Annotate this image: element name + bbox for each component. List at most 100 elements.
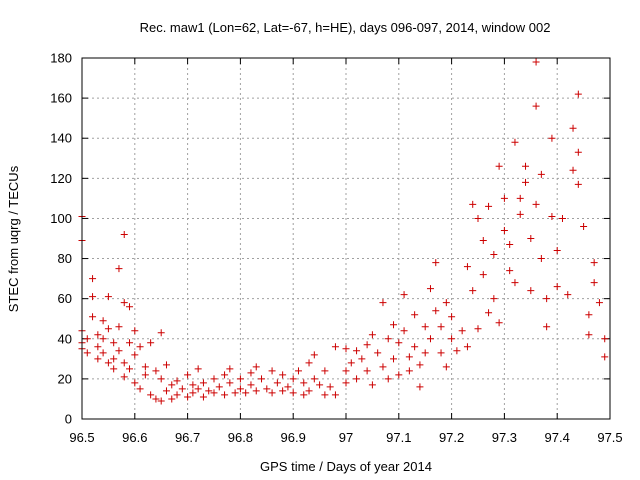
data-point: [168, 381, 176, 389]
data-point: [585, 311, 593, 319]
data-point: [479, 271, 487, 279]
y-tick-label: 20: [58, 371, 72, 386]
data-point: [453, 347, 461, 355]
data-point: [432, 307, 440, 315]
y-tick-label: 60: [58, 291, 72, 306]
data-point: [252, 387, 260, 395]
data-point: [126, 303, 134, 311]
data-point: [474, 214, 482, 222]
data-point: [273, 379, 281, 387]
data-point: [469, 200, 477, 208]
data-point: [342, 345, 350, 353]
data-point: [522, 162, 530, 170]
data-point: [236, 385, 244, 393]
data-point: [527, 235, 535, 242]
data-point: [416, 383, 424, 391]
data-point: [110, 339, 118, 347]
data-point: [141, 363, 149, 371]
data-point: [168, 395, 176, 403]
data-point: [548, 212, 556, 220]
data-point: [94, 331, 102, 339]
data-point: [516, 210, 524, 218]
data-point: [543, 323, 551, 331]
data-point: [104, 293, 112, 301]
data-point: [506, 241, 514, 249]
y-tick-label: 40: [58, 331, 72, 346]
data-point: [173, 377, 181, 385]
data-point: [448, 335, 456, 343]
data-point: [136, 385, 144, 393]
data-point: [194, 365, 202, 373]
data-points: [78, 58, 609, 405]
data-point: [485, 309, 493, 317]
data-point: [215, 383, 223, 391]
data-point: [83, 335, 91, 343]
x-tick-label: 96.8: [228, 430, 253, 445]
y-tick-label: 180: [50, 51, 72, 66]
x-tick-labels: 96.5 96.6 96.7 96.8 96.9 97 97.1 97.2 97.3 97.4 97…: [69, 430, 622, 445]
data-point: [395, 339, 403, 347]
data-point: [384, 335, 392, 343]
data-point: [115, 347, 123, 355]
data-point: [247, 369, 255, 377]
data-point: [284, 383, 292, 391]
x-axis-label: GPS time / Days of year 2014: [260, 459, 432, 474]
data-point: [416, 361, 424, 369]
data-point: [368, 381, 376, 389]
data-point: [268, 367, 276, 375]
data-point: [421, 323, 429, 331]
y-tick-label: 100: [50, 211, 72, 226]
plot-area-border: [81, 57, 611, 420]
data-point: [574, 148, 582, 156]
y-tick-label: 0: [65, 412, 72, 427]
data-point: [590, 279, 598, 287]
data-point: [221, 391, 229, 399]
data-point: [379, 299, 387, 307]
data-point: [474, 325, 482, 333]
data-point: [384, 375, 392, 383]
data-point: [395, 371, 403, 379]
data-point: [147, 339, 155, 347]
data-point: [405, 353, 413, 361]
data-point: [479, 237, 487, 245]
data-point: [157, 397, 165, 405]
data-point: [152, 395, 160, 403]
data-point: [305, 359, 313, 367]
data-point: [252, 363, 260, 371]
x-tick-label: 97: [339, 430, 353, 445]
data-point: [210, 389, 218, 397]
data-point: [543, 295, 551, 303]
data-point: [120, 359, 128, 367]
data-point: [279, 387, 287, 395]
data-point: [574, 90, 582, 98]
data-point: [368, 331, 376, 339]
data-point: [527, 287, 535, 295]
data-point: [189, 389, 197, 397]
data-point: [300, 379, 308, 387]
data-point: [400, 327, 408, 335]
data-point: [400, 291, 408, 299]
data-point: [342, 367, 350, 375]
data-point: [564, 291, 572, 299]
data-point: [569, 166, 577, 174]
data-point: [136, 343, 144, 351]
data-point: [580, 222, 588, 230]
y-axis-label: STEC from uqrg / TECUs: [6, 165, 21, 312]
data-point: [305, 387, 313, 395]
y-tick-label: 80: [58, 251, 72, 266]
data-point: [321, 367, 329, 375]
data-point: [522, 178, 530, 186]
data-point: [110, 365, 118, 373]
x-tick-label: 97.3: [492, 430, 517, 445]
data-point: [263, 385, 271, 393]
data-point: [94, 343, 102, 351]
data-point: [226, 379, 234, 387]
data-point: [379, 363, 387, 371]
data-point: [458, 327, 466, 335]
data-point: [590, 259, 598, 267]
data-point: [258, 375, 266, 383]
data-point: [426, 335, 434, 343]
data-point: [331, 391, 339, 399]
data-point: [601, 335, 609, 343]
data-point: [294, 367, 302, 375]
